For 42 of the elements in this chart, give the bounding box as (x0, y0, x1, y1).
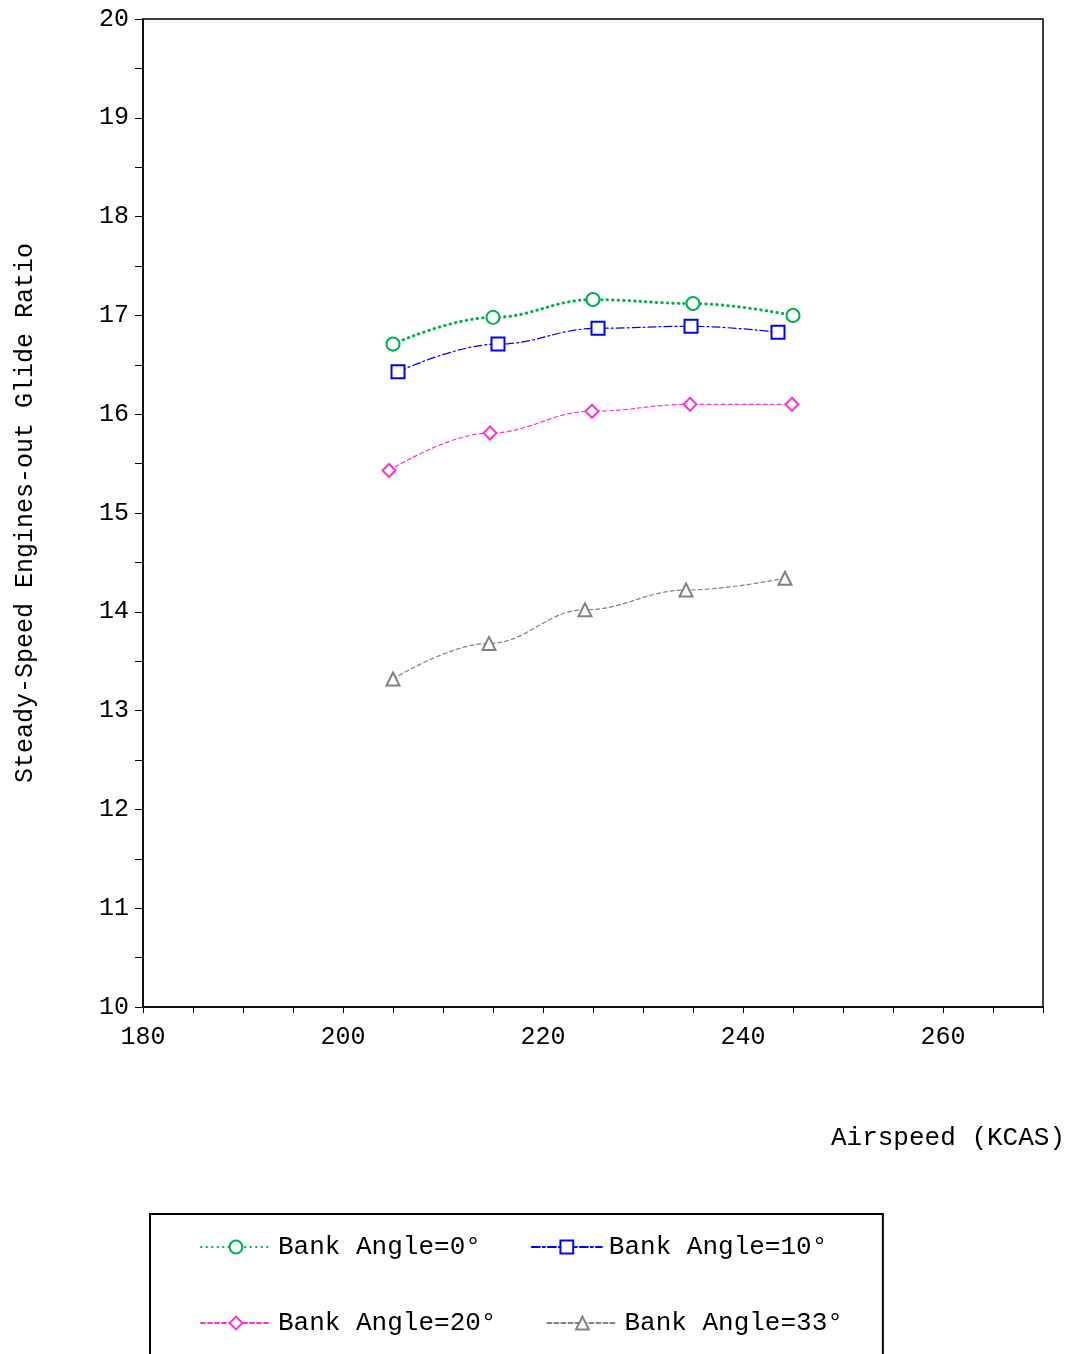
legend-label: Bank Angle=33° (624, 1308, 843, 1338)
point (683, 318, 699, 334)
point (485, 309, 501, 325)
point (490, 336, 506, 352)
y-tick-label: 18 (98, 202, 129, 232)
y-tick-label: 20 (98, 4, 129, 34)
y-axis-title: Steady-Speed Engines-out Glide Ratio (11, 242, 40, 784)
y-tick-label: 16 (98, 399, 129, 429)
point (770, 324, 786, 340)
point (777, 570, 793, 586)
x-tick-label: 180 (120, 1023, 166, 1052)
x-tick-label: 240 (720, 1023, 766, 1052)
y-tick-label: 14 (98, 597, 129, 627)
point (682, 396, 698, 412)
y-tick-label: 19 (98, 103, 129, 133)
point (784, 396, 800, 412)
y-tick-label: 13 (98, 696, 129, 726)
point (385, 336, 401, 352)
legend-label: Bank Angle=20° (278, 1308, 497, 1338)
legend-label: Bank Angle=10° (608, 1232, 828, 1262)
point (590, 320, 606, 336)
y-tick-label: 10 (98, 992, 129, 1022)
point (385, 671, 401, 687)
y-tick-label: 15 (98, 498, 129, 528)
y-tick-label: 12 (98, 794, 129, 824)
point (585, 292, 601, 308)
point (678, 582, 694, 598)
point (390, 364, 406, 380)
x-tick-label: 220 (520, 1023, 566, 1052)
point (685, 296, 701, 312)
y-tick-label: 17 (98, 300, 129, 330)
point (381, 463, 397, 479)
point (577, 602, 593, 618)
point (482, 425, 498, 441)
point (785, 307, 801, 323)
x-tick-label: 200 (320, 1023, 366, 1052)
point (584, 403, 600, 419)
x-axis-title: Airspeed (KCAS) (830, 1123, 1065, 1153)
point (481, 635, 497, 651)
y-tick-label: 11 (98, 893, 129, 923)
x-tick-label: 260 (920, 1023, 966, 1052)
legend-label: Bank Angle=0° (278, 1232, 481, 1262)
